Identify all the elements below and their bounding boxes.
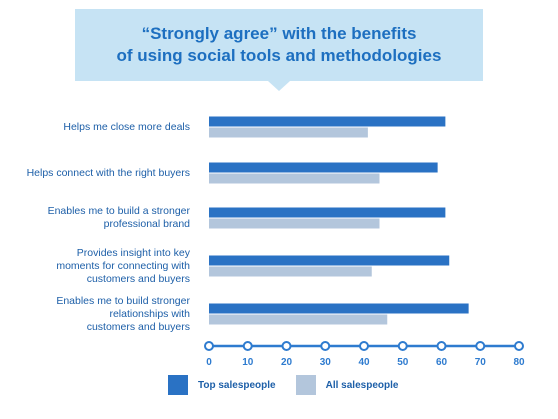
legend-label-all: All salespeople [325, 379, 399, 391]
x-tick-label: 10 [242, 357, 254, 368]
bar-all-salespeople [209, 127, 368, 138]
category-label: Helps me close more deals [5, 121, 190, 134]
category-label-line: customers and buyers [86, 320, 190, 333]
x-tick-label: 60 [436, 357, 448, 368]
category-label: Helps connect with the right buyers [5, 167, 190, 180]
x-tick-marker [397, 341, 408, 351]
chart-title-line-1: “Strongly agree” with the benefits [141, 24, 417, 43]
x-tick-marker [204, 341, 214, 351]
x-tick-label: 50 [397, 357, 409, 368]
x-tick-label: 70 [475, 357, 487, 368]
bar-all-salespeople [209, 266, 372, 277]
bar-top-salespeople [209, 162, 438, 173]
x-tick-label: 30 [320, 357, 332, 368]
title-pointer [268, 81, 290, 91]
bar-all-salespeople [209, 173, 380, 184]
bar-all-salespeople [209, 218, 380, 229]
x-tick-label: 20 [281, 357, 293, 368]
legend-swatch-all [295, 375, 316, 395]
bar-top-salespeople [209, 116, 446, 127]
bar-top-salespeople [209, 303, 469, 314]
bar-top-salespeople [209, 255, 450, 266]
x-tick-label: 40 [358, 357, 370, 368]
legend-label-top: Top salespeople [198, 379, 276, 391]
bar-all-salespeople [209, 314, 388, 325]
x-tick-marker [475, 341, 486, 351]
category-label: Enables me to build stronger relationship… [5, 295, 190, 334]
category-label-line: Provides insight into key [76, 246, 190, 259]
x-tick-label: 0 [206, 357, 212, 368]
x-tick-marker [320, 341, 331, 351]
category-label-line: Helps me close more deals [63, 120, 190, 133]
category-label-line: customers and buyers [86, 272, 190, 285]
x-tick-marker [242, 341, 253, 351]
x-tick-label: 80 [513, 357, 525, 368]
category-label-line: relationships with [109, 307, 190, 320]
category-label-line: Helps connect with the right buyers [26, 166, 190, 179]
chart-title-line-2: of using social tools and methodologies [116, 46, 442, 65]
category-label-line: Enables me to build stronger [56, 294, 190, 307]
legend-item-all: All salespeople [295, 375, 399, 395]
legend: Top salespeople All salespeople [168, 375, 418, 395]
category-label-line: professional brand [103, 218, 190, 230]
chart-title: “Strongly agree” with the benefits of us… [75, 9, 483, 81]
category-label: Provides insight into key moments for con… [5, 247, 190, 286]
category-label-line: Enables me to build a stronger [47, 205, 190, 217]
legend-item-top: Top salespeople [168, 375, 276, 395]
category-label: Enables me to build a stronger profession… [5, 205, 190, 231]
legend-swatch-top [168, 375, 188, 395]
x-tick-marker [281, 341, 292, 351]
bar-top-salespeople [209, 207, 446, 218]
x-tick-marker [436, 341, 447, 351]
x-tick-marker [514, 341, 524, 351]
x-tick-marker [359, 341, 369, 351]
category-label-line: moments for connecting with [56, 259, 190, 272]
